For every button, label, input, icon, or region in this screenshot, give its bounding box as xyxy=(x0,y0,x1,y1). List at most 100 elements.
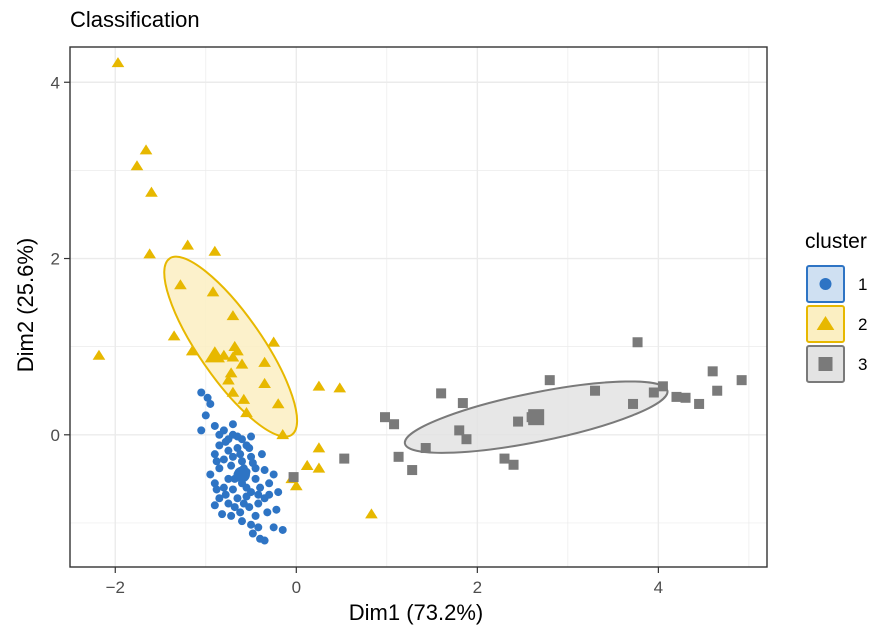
data-point xyxy=(143,248,156,259)
legend-marker xyxy=(816,315,835,331)
data-point xyxy=(289,480,303,491)
data-point xyxy=(203,393,212,402)
x-axis-title: Dim1 (73.2%) xyxy=(349,600,483,625)
data-point xyxy=(258,356,271,367)
data-point xyxy=(242,483,251,492)
data-point xyxy=(508,459,519,470)
data-point xyxy=(300,459,314,470)
data-point xyxy=(312,442,326,453)
data-point xyxy=(174,279,187,290)
data-point xyxy=(228,340,242,351)
data-point xyxy=(333,382,347,393)
data-point xyxy=(251,474,260,483)
data-point xyxy=(457,398,468,409)
data-point xyxy=(628,398,639,409)
data-point xyxy=(312,462,326,473)
data-point xyxy=(226,310,240,321)
data-point xyxy=(680,392,691,403)
data-point xyxy=(245,444,254,453)
centroid-cluster-1 xyxy=(233,466,250,483)
data-point xyxy=(208,245,222,256)
data-point xyxy=(248,459,257,467)
data-point xyxy=(212,457,221,466)
data-point xyxy=(185,345,199,356)
data-point xyxy=(212,485,221,494)
data-point xyxy=(206,286,220,297)
data-point xyxy=(499,453,510,464)
data-point xyxy=(215,494,224,503)
x-tick-label: −2 xyxy=(106,578,125,597)
centroid-cluster-3 xyxy=(528,409,545,426)
data-point xyxy=(237,435,246,444)
data-point xyxy=(267,336,280,347)
data-point xyxy=(242,492,251,501)
data-point xyxy=(257,450,266,459)
legend-label: 3 xyxy=(858,355,867,374)
data-point xyxy=(167,330,181,341)
series-cluster-3 xyxy=(288,337,747,483)
data-point xyxy=(263,508,272,517)
data-point xyxy=(197,388,206,397)
data-point xyxy=(288,472,299,483)
data-point xyxy=(694,398,705,409)
data-point xyxy=(590,385,601,396)
data-point xyxy=(227,511,236,520)
data-point xyxy=(236,508,245,517)
data-point xyxy=(228,485,237,494)
data-point xyxy=(260,466,269,475)
data-point xyxy=(219,483,228,492)
data-point xyxy=(210,450,219,459)
cluster-ellipse-2 xyxy=(163,255,299,438)
y-axis: 0 2 4 xyxy=(51,73,70,445)
data-point xyxy=(233,494,242,503)
data-point xyxy=(215,464,224,473)
data-point xyxy=(632,337,643,348)
legend-item-2: 2 xyxy=(806,305,867,343)
data-point xyxy=(380,412,391,423)
data-point xyxy=(237,457,246,466)
data-point xyxy=(461,434,472,445)
data-point xyxy=(237,393,251,404)
data-point xyxy=(365,508,378,519)
legend-title: cluster xyxy=(805,230,867,253)
data-point xyxy=(312,380,326,391)
data-point xyxy=(671,391,682,402)
data-point xyxy=(247,452,256,461)
data-point xyxy=(389,419,400,430)
chart-title: Classification xyxy=(70,7,200,32)
data-point xyxy=(648,387,659,398)
x-tick-label: 0 xyxy=(292,578,301,597)
data-point xyxy=(226,351,240,362)
centroid-cluster-2 xyxy=(204,346,225,363)
data-point xyxy=(260,536,269,545)
data-point xyxy=(224,499,233,508)
legend-label: 2 xyxy=(858,315,867,334)
data-point xyxy=(407,465,418,476)
plot-area xyxy=(69,46,768,568)
data-point xyxy=(240,407,253,418)
data-point xyxy=(226,386,240,397)
data-point xyxy=(265,479,274,488)
data-point xyxy=(420,443,431,454)
data-point xyxy=(227,461,236,470)
data-point xyxy=(454,425,465,436)
legend-item-1: 1 xyxy=(806,265,867,303)
data-point xyxy=(712,385,723,396)
data-point xyxy=(247,520,256,529)
data-point xyxy=(224,474,233,483)
data-point xyxy=(139,144,153,155)
series-cluster-2 xyxy=(92,57,378,519)
data-point xyxy=(657,381,668,392)
data-point xyxy=(254,523,263,532)
y-tick-label: 0 xyxy=(51,426,60,445)
data-point xyxy=(210,421,219,430)
x-tick-label: 2 xyxy=(473,578,482,597)
data-point xyxy=(269,523,278,532)
data-point xyxy=(224,367,238,378)
data-point xyxy=(544,375,555,386)
data-point xyxy=(201,411,210,420)
data-point xyxy=(256,483,265,492)
data-point xyxy=(265,490,274,499)
data-point xyxy=(736,375,747,386)
data-point xyxy=(130,160,144,171)
